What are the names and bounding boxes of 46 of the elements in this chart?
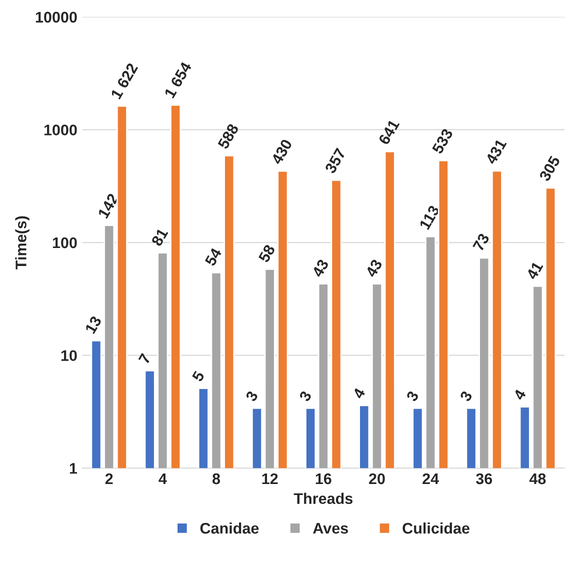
y-tick-label: 10 (61, 350, 77, 362)
legend-label: Canidae (200, 522, 259, 534)
data-label: 4 (352, 387, 366, 400)
data-label: 43 (365, 258, 383, 278)
x-tick-label: 48 (529, 473, 546, 484)
x-tick-label: 2 (105, 473, 113, 484)
data-label: 430 (270, 138, 293, 166)
x-tick-label: 8 (212, 473, 220, 484)
data-label: 73 (472, 232, 490, 252)
data-label: 13 (84, 315, 102, 334)
data-label: 3 (245, 390, 258, 402)
data-label: 81 (150, 227, 168, 247)
data-label: 357 (324, 148, 346, 174)
x-tick-label: 4 (158, 474, 167, 484)
data-label: 1 654 (164, 60, 192, 99)
y-tick-label: 10000 (36, 12, 77, 23)
data-label: 3 (406, 390, 420, 402)
data-label: 41 (526, 260, 544, 280)
x-tick-label: 20 (369, 473, 385, 484)
data-label: 4 (513, 388, 526, 401)
data-label: 533 (432, 128, 454, 154)
x-tick-label: 16 (316, 473, 332, 484)
x-tick-label: 12 (262, 473, 278, 484)
data-label: 431 (485, 138, 507, 166)
data-label: 1 622 (110, 62, 138, 100)
data-label: 58 (258, 244, 276, 264)
y-axis-title: Time(s) (15, 216, 30, 270)
data-label: 43 (312, 258, 330, 278)
data-label: 5 (192, 370, 205, 382)
legend-label: Culicidae (402, 522, 470, 534)
x-axis-title: Threads (294, 492, 352, 504)
data-label: 3 (298, 390, 312, 402)
legend-label: Aves (313, 523, 348, 534)
data-label: 54 (204, 247, 222, 267)
data-label: 305 (538, 155, 560, 182)
data-label: 7 (138, 352, 151, 364)
y-tick-label: 100 (52, 237, 77, 248)
x-tick-label: 24 (422, 473, 439, 484)
x-tick-label: 36 (476, 473, 492, 484)
data-label: 142 (98, 192, 119, 219)
data-label: 113 (419, 204, 440, 230)
y-tick-label: 1 (70, 463, 78, 474)
data-label: 641 (378, 118, 400, 146)
data-label: 588 (217, 122, 240, 150)
y-tick-label: 1000 (44, 124, 77, 136)
data-label: 3 (459, 390, 473, 402)
